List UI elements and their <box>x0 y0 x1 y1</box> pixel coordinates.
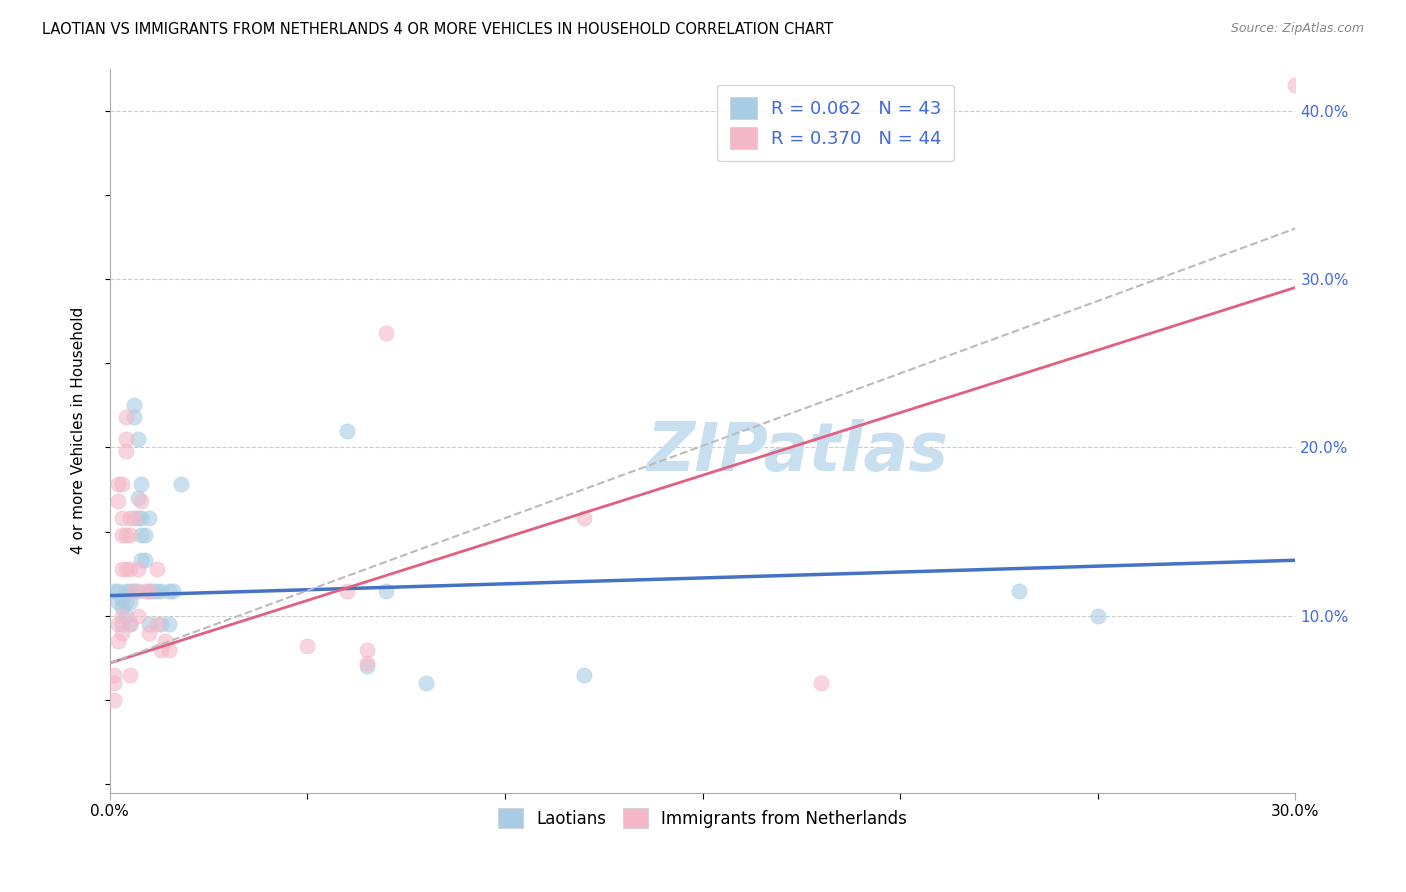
Point <box>146 583 169 598</box>
Point <box>114 410 136 425</box>
Point <box>356 642 378 657</box>
Text: ZIPatlas: ZIPatlas <box>647 419 949 485</box>
Point <box>157 617 180 632</box>
Point <box>111 625 134 640</box>
Point <box>138 583 160 598</box>
Point <box>375 326 398 340</box>
Point <box>111 592 134 607</box>
Point <box>131 528 153 542</box>
Point <box>111 608 134 623</box>
Point <box>131 553 153 567</box>
Point <box>103 676 125 690</box>
Point <box>375 583 398 598</box>
Point <box>810 676 832 690</box>
Point <box>103 583 125 598</box>
Point <box>103 667 125 681</box>
Point <box>118 667 141 681</box>
Point <box>157 642 180 657</box>
Point <box>103 693 125 707</box>
Point <box>122 398 145 412</box>
Point <box>138 617 160 632</box>
Point <box>118 562 141 576</box>
Point <box>122 410 145 425</box>
Point <box>138 625 160 640</box>
Point <box>114 595 136 609</box>
Point <box>127 608 149 623</box>
Point <box>122 583 145 598</box>
Point <box>146 617 169 632</box>
Point <box>336 583 359 598</box>
Point <box>127 583 149 598</box>
Point <box>1087 608 1109 623</box>
Point <box>134 553 156 567</box>
Point <box>356 659 378 673</box>
Point <box>114 528 136 542</box>
Point <box>572 511 595 525</box>
Point <box>122 583 145 598</box>
Point <box>162 583 184 598</box>
Point <box>114 432 136 446</box>
Point <box>356 656 378 670</box>
Point <box>142 583 165 598</box>
Point <box>111 511 134 525</box>
Legend: Laotians, Immigrants from Netherlands: Laotians, Immigrants from Netherlands <box>491 801 914 835</box>
Point <box>118 617 141 632</box>
Point <box>153 634 176 648</box>
Point <box>157 583 180 598</box>
Point <box>127 562 149 576</box>
Point <box>150 583 173 598</box>
Point <box>1284 78 1306 93</box>
Text: Source: ZipAtlas.com: Source: ZipAtlas.com <box>1230 22 1364 36</box>
Point <box>111 562 134 576</box>
Point <box>107 634 129 648</box>
Point <box>138 583 160 598</box>
Point <box>138 511 160 525</box>
Point <box>114 608 136 623</box>
Point <box>127 491 149 505</box>
Point <box>415 676 437 690</box>
Y-axis label: 4 or more Vehicles in Household: 4 or more Vehicles in Household <box>72 307 86 554</box>
Point <box>131 511 153 525</box>
Text: LAOTIAN VS IMMIGRANTS FROM NETHERLANDS 4 OR MORE VEHICLES IN HOUSEHOLD CORRELATI: LAOTIAN VS IMMIGRANTS FROM NETHERLANDS 4… <box>42 22 834 37</box>
Point <box>134 528 156 542</box>
Point <box>150 617 173 632</box>
Point <box>118 583 141 598</box>
Point <box>127 511 149 525</box>
Point <box>107 617 129 632</box>
Point <box>118 511 141 525</box>
Point <box>336 424 359 438</box>
Point <box>111 600 134 615</box>
Point <box>118 528 141 542</box>
Point <box>111 528 134 542</box>
Point <box>150 642 173 657</box>
Point <box>107 583 129 598</box>
Point <box>131 477 153 491</box>
Point <box>114 562 136 576</box>
Point <box>131 494 153 508</box>
Point <box>297 639 319 653</box>
Point <box>111 477 134 491</box>
Point <box>572 667 595 681</box>
Point <box>170 477 193 491</box>
Point <box>107 494 129 508</box>
Point <box>107 595 129 609</box>
Point <box>1008 583 1031 598</box>
Point <box>118 617 141 632</box>
Point <box>118 595 141 609</box>
Point <box>107 477 129 491</box>
Point <box>146 562 169 576</box>
Point <box>114 443 136 458</box>
Point <box>134 583 156 598</box>
Point <box>122 511 145 525</box>
Point <box>111 617 134 632</box>
Point <box>127 432 149 446</box>
Point <box>114 583 136 598</box>
